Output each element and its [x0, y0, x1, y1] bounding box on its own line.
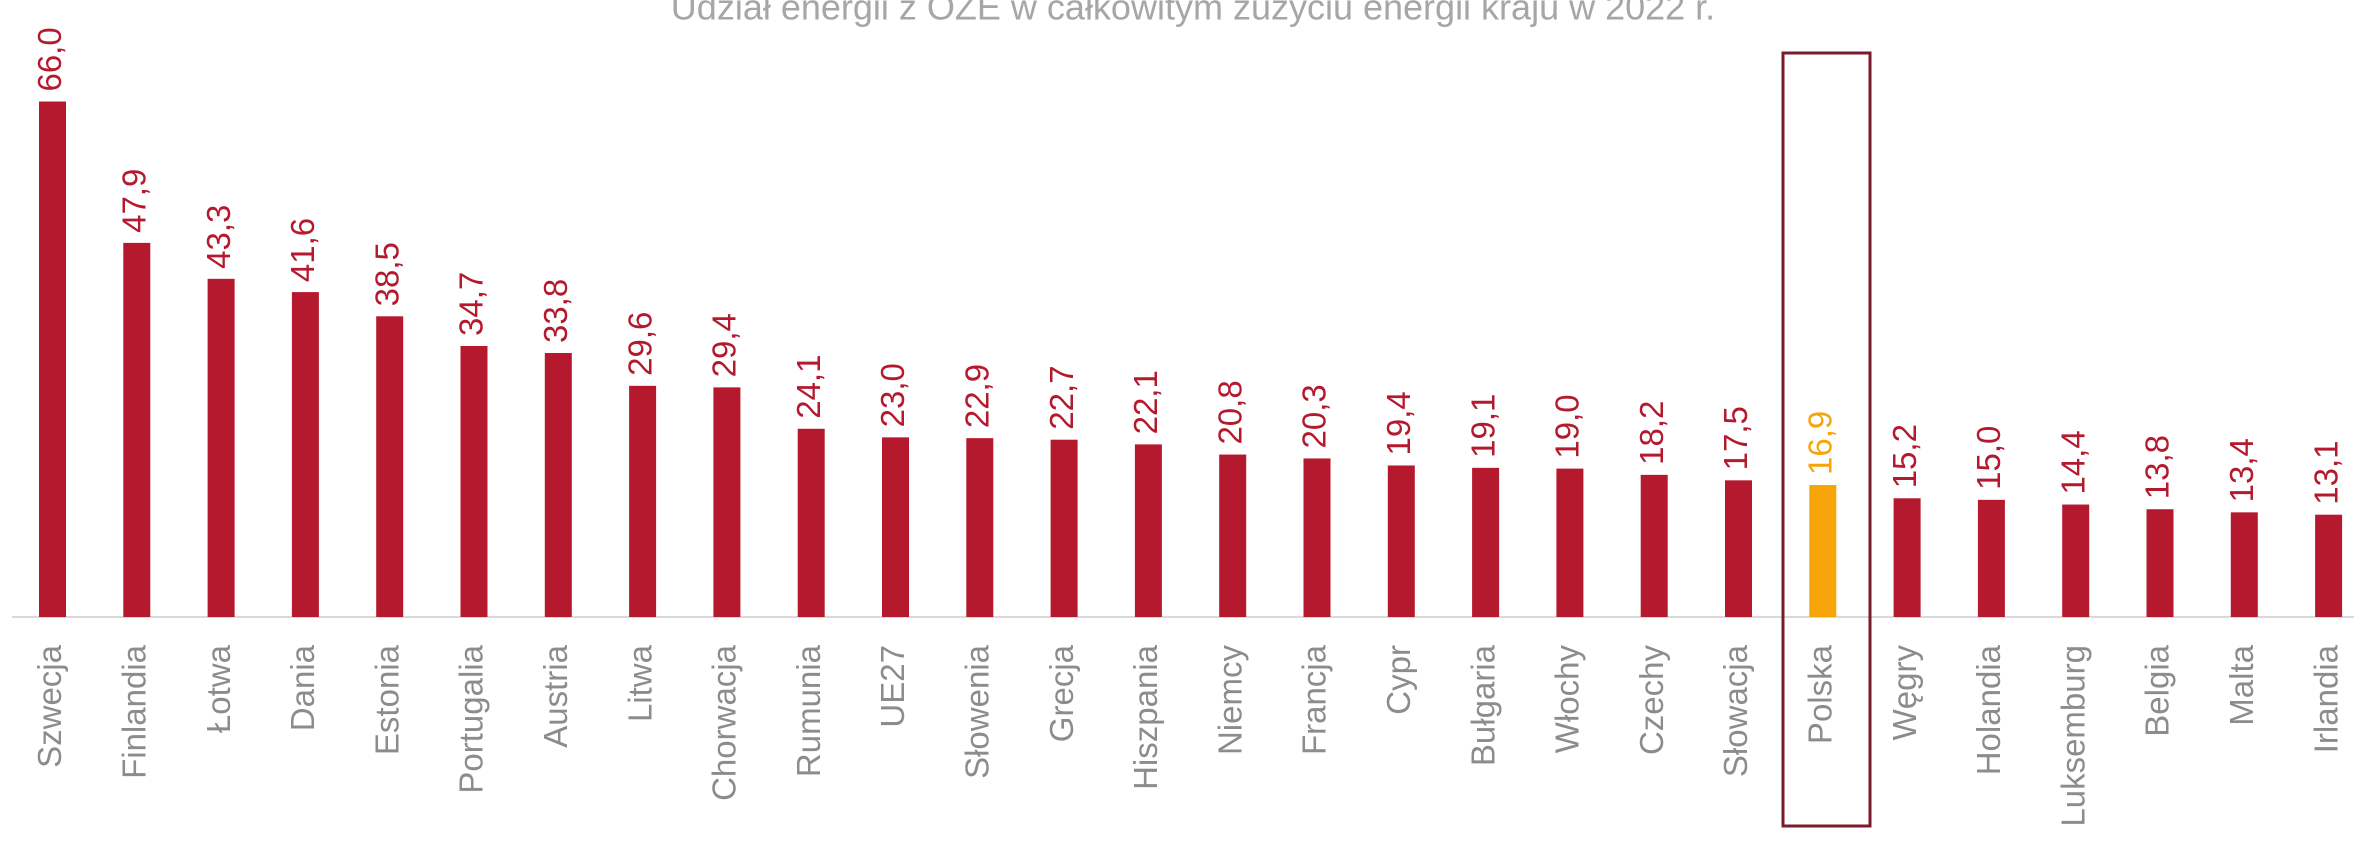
value-label: 14,4: [2054, 430, 2091, 494]
value-label: 38,5: [368, 242, 405, 306]
bar: [2230, 512, 2258, 617]
x-tick-label: Litwa: [621, 644, 658, 722]
x-tick-label: Łotwa: [200, 644, 237, 733]
x-tick-label: Luksemburg: [2054, 645, 2091, 827]
value-label: 24,1: [790, 355, 827, 419]
bar: [39, 101, 66, 618]
bar: [1219, 454, 1247, 617]
x-tick-label: Chorwacja: [706, 644, 743, 801]
chart-title: Udział energii z OZE w całkowitym zużyci…: [671, 0, 1715, 28]
value-label: 33,8: [537, 279, 574, 343]
x-tick-label: Polska: [1802, 644, 1839, 744]
x-tick-label: Dania: [284, 644, 321, 731]
bar: [376, 316, 404, 617]
bar: [1893, 498, 1921, 617]
value-label: 16,9: [1802, 411, 1839, 475]
x-tick-label: Malta: [2223, 644, 2260, 725]
bar: [1977, 499, 2005, 617]
bar: [207, 278, 235, 617]
x-tick-label: Holandia: [1970, 644, 2007, 775]
bar: [2146, 509, 2174, 617]
x-tick-label: Niemcy: [1211, 645, 1248, 756]
value-label: 66,0: [31, 27, 68, 91]
value-label: 19,4: [1380, 391, 1417, 455]
value-label: 13,4: [2223, 438, 2260, 502]
value-label: 43,3: [200, 205, 237, 269]
value-label: 41,6: [284, 218, 321, 282]
x-tick-label: Irlandia: [2307, 644, 2344, 753]
x-tick-label: Rumunia: [790, 644, 827, 777]
value-label: 15,0: [1970, 426, 2007, 490]
value-label: 20,8: [1211, 380, 1248, 444]
x-tick-label: Szwecja: [31, 644, 68, 768]
value-label: 19,0: [1549, 394, 1586, 458]
value-label: 20,3: [1296, 384, 1333, 448]
x-tick-label: Czechy: [1633, 645, 1670, 756]
bar: [882, 437, 909, 617]
x-tick-label: Estonia: [368, 644, 405, 755]
x-tick-label: Słowenia: [959, 644, 996, 779]
value-label: 19,1: [1464, 394, 1501, 458]
bar: [1050, 439, 1078, 617]
bar: [460, 345, 488, 617]
x-tick-label: UE27: [874, 645, 911, 728]
x-tick-label: Portugalia: [453, 644, 490, 793]
value-label: 17,5: [1717, 406, 1754, 470]
bar: [2062, 504, 2090, 617]
bar: [1134, 444, 1162, 617]
bar: [1472, 467, 1500, 617]
value-label: 13,8: [2139, 435, 2176, 499]
value-label: 29,6: [621, 312, 658, 376]
bar: [1640, 474, 1668, 617]
value-label: 15,2: [1886, 424, 1923, 488]
bar: [1387, 465, 1415, 617]
x-tick-label: Słowacja: [1717, 644, 1754, 777]
bar: [966, 438, 994, 617]
bar: [291, 292, 319, 617]
x-tick-label: Finlandia: [116, 644, 153, 779]
value-label: 29,4: [706, 313, 743, 377]
value-label: 47,9: [116, 169, 153, 233]
x-tick-label: Włochy: [1549, 645, 1586, 754]
bar: [1303, 458, 1331, 617]
highlight-box: [1781, 51, 1872, 828]
x-tick-label: Grecja: [1043, 644, 1080, 742]
x-tick-label: Austria: [537, 644, 574, 747]
value-label: 18,2: [1633, 401, 1670, 465]
x-tick-label: Cypr: [1380, 645, 1417, 715]
x-tick-label: Hiszpania: [1127, 644, 1164, 790]
x-tick-label: Węgry: [1886, 645, 1923, 741]
value-label: 22,1: [1127, 370, 1164, 434]
value-label: 34,7: [453, 272, 490, 336]
value-label: 22,9: [959, 364, 996, 428]
bar: [544, 353, 572, 617]
bar: [1725, 480, 1752, 617]
x-tick-label: Belgia: [2139, 644, 2176, 736]
bar: [123, 242, 151, 617]
bar: [629, 385, 657, 617]
value-label: 13,1: [2307, 440, 2344, 504]
x-tick-label: Bułgaria: [1464, 644, 1501, 766]
bar: [2315, 514, 2343, 617]
value-label: 22,7: [1043, 365, 1080, 429]
value-label: 23,0: [874, 363, 911, 427]
bar: [797, 428, 825, 617]
bar: [1556, 468, 1584, 617]
bar: [1809, 485, 1837, 617]
x-tick-label: Francja: [1296, 644, 1333, 755]
bar: [713, 387, 741, 617]
